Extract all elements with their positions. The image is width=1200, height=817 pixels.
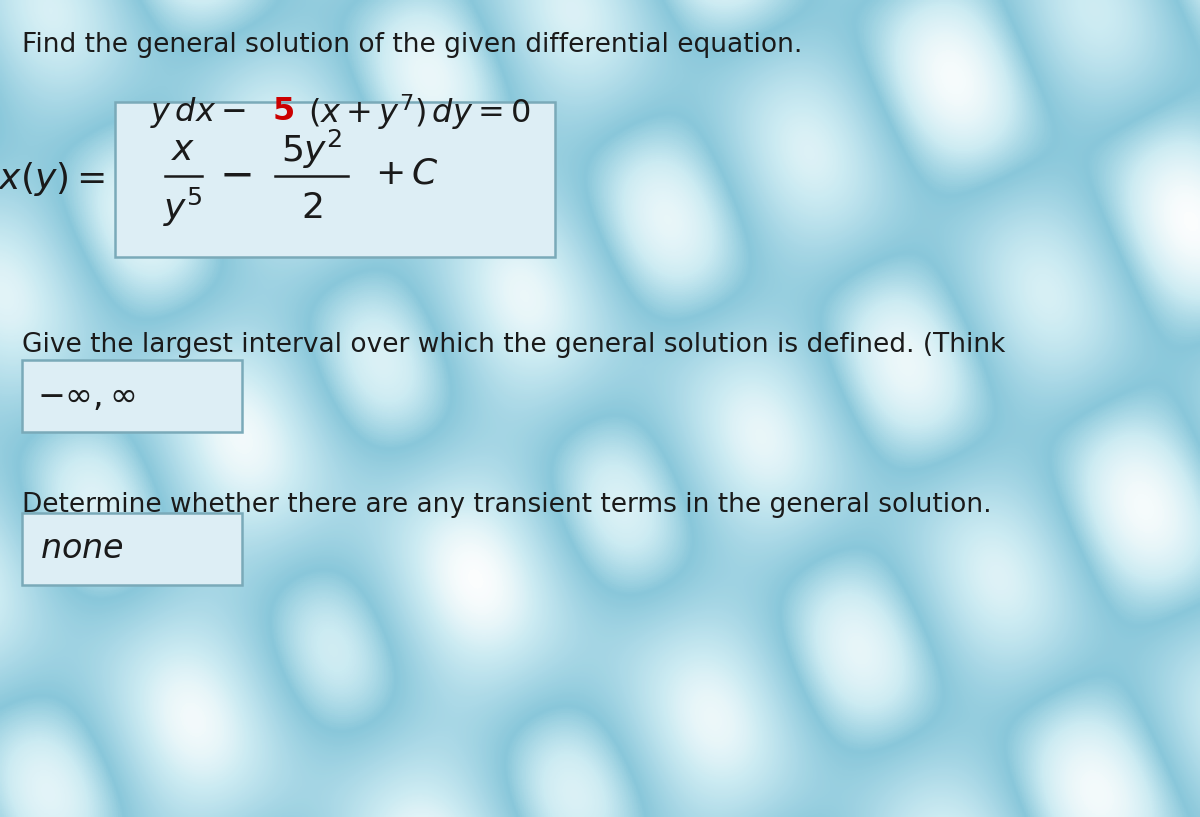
Text: $\mathbf{5}$: $\mathbf{5}$ — [272, 96, 294, 127]
Text: $-\infty,\infty$: $-\infty,\infty$ — [37, 380, 136, 413]
Text: Find the general solution of the given differential equation.: Find the general solution of the given d… — [22, 32, 803, 58]
Text: $y^5$: $y^5$ — [163, 186, 203, 229]
FancyBboxPatch shape — [115, 102, 556, 257]
Text: $x(y)=$: $x(y)=$ — [0, 160, 106, 199]
Text: $5y^2$: $5y^2$ — [281, 128, 343, 171]
Text: $x$: $x$ — [170, 132, 196, 167]
Text: $-$: $-$ — [218, 154, 251, 195]
Text: $2$: $2$ — [301, 190, 323, 225]
Text: $\it{none}$: $\it{none}$ — [40, 533, 124, 565]
FancyBboxPatch shape — [22, 360, 242, 432]
Text: $(x + y^7)\,dy = 0$: $(x + y^7)\,dy = 0$ — [308, 92, 530, 132]
Text: Determine whether there are any transient terms in the general solution.: Determine whether there are any transien… — [22, 492, 991, 518]
Text: $y\,dx - $: $y\,dx - $ — [150, 95, 246, 130]
Text: $+\,C$: $+\,C$ — [374, 157, 438, 190]
FancyBboxPatch shape — [22, 513, 242, 585]
Text: Give the largest interval over which the general solution is defined. (Think: Give the largest interval over which the… — [22, 332, 1006, 358]
